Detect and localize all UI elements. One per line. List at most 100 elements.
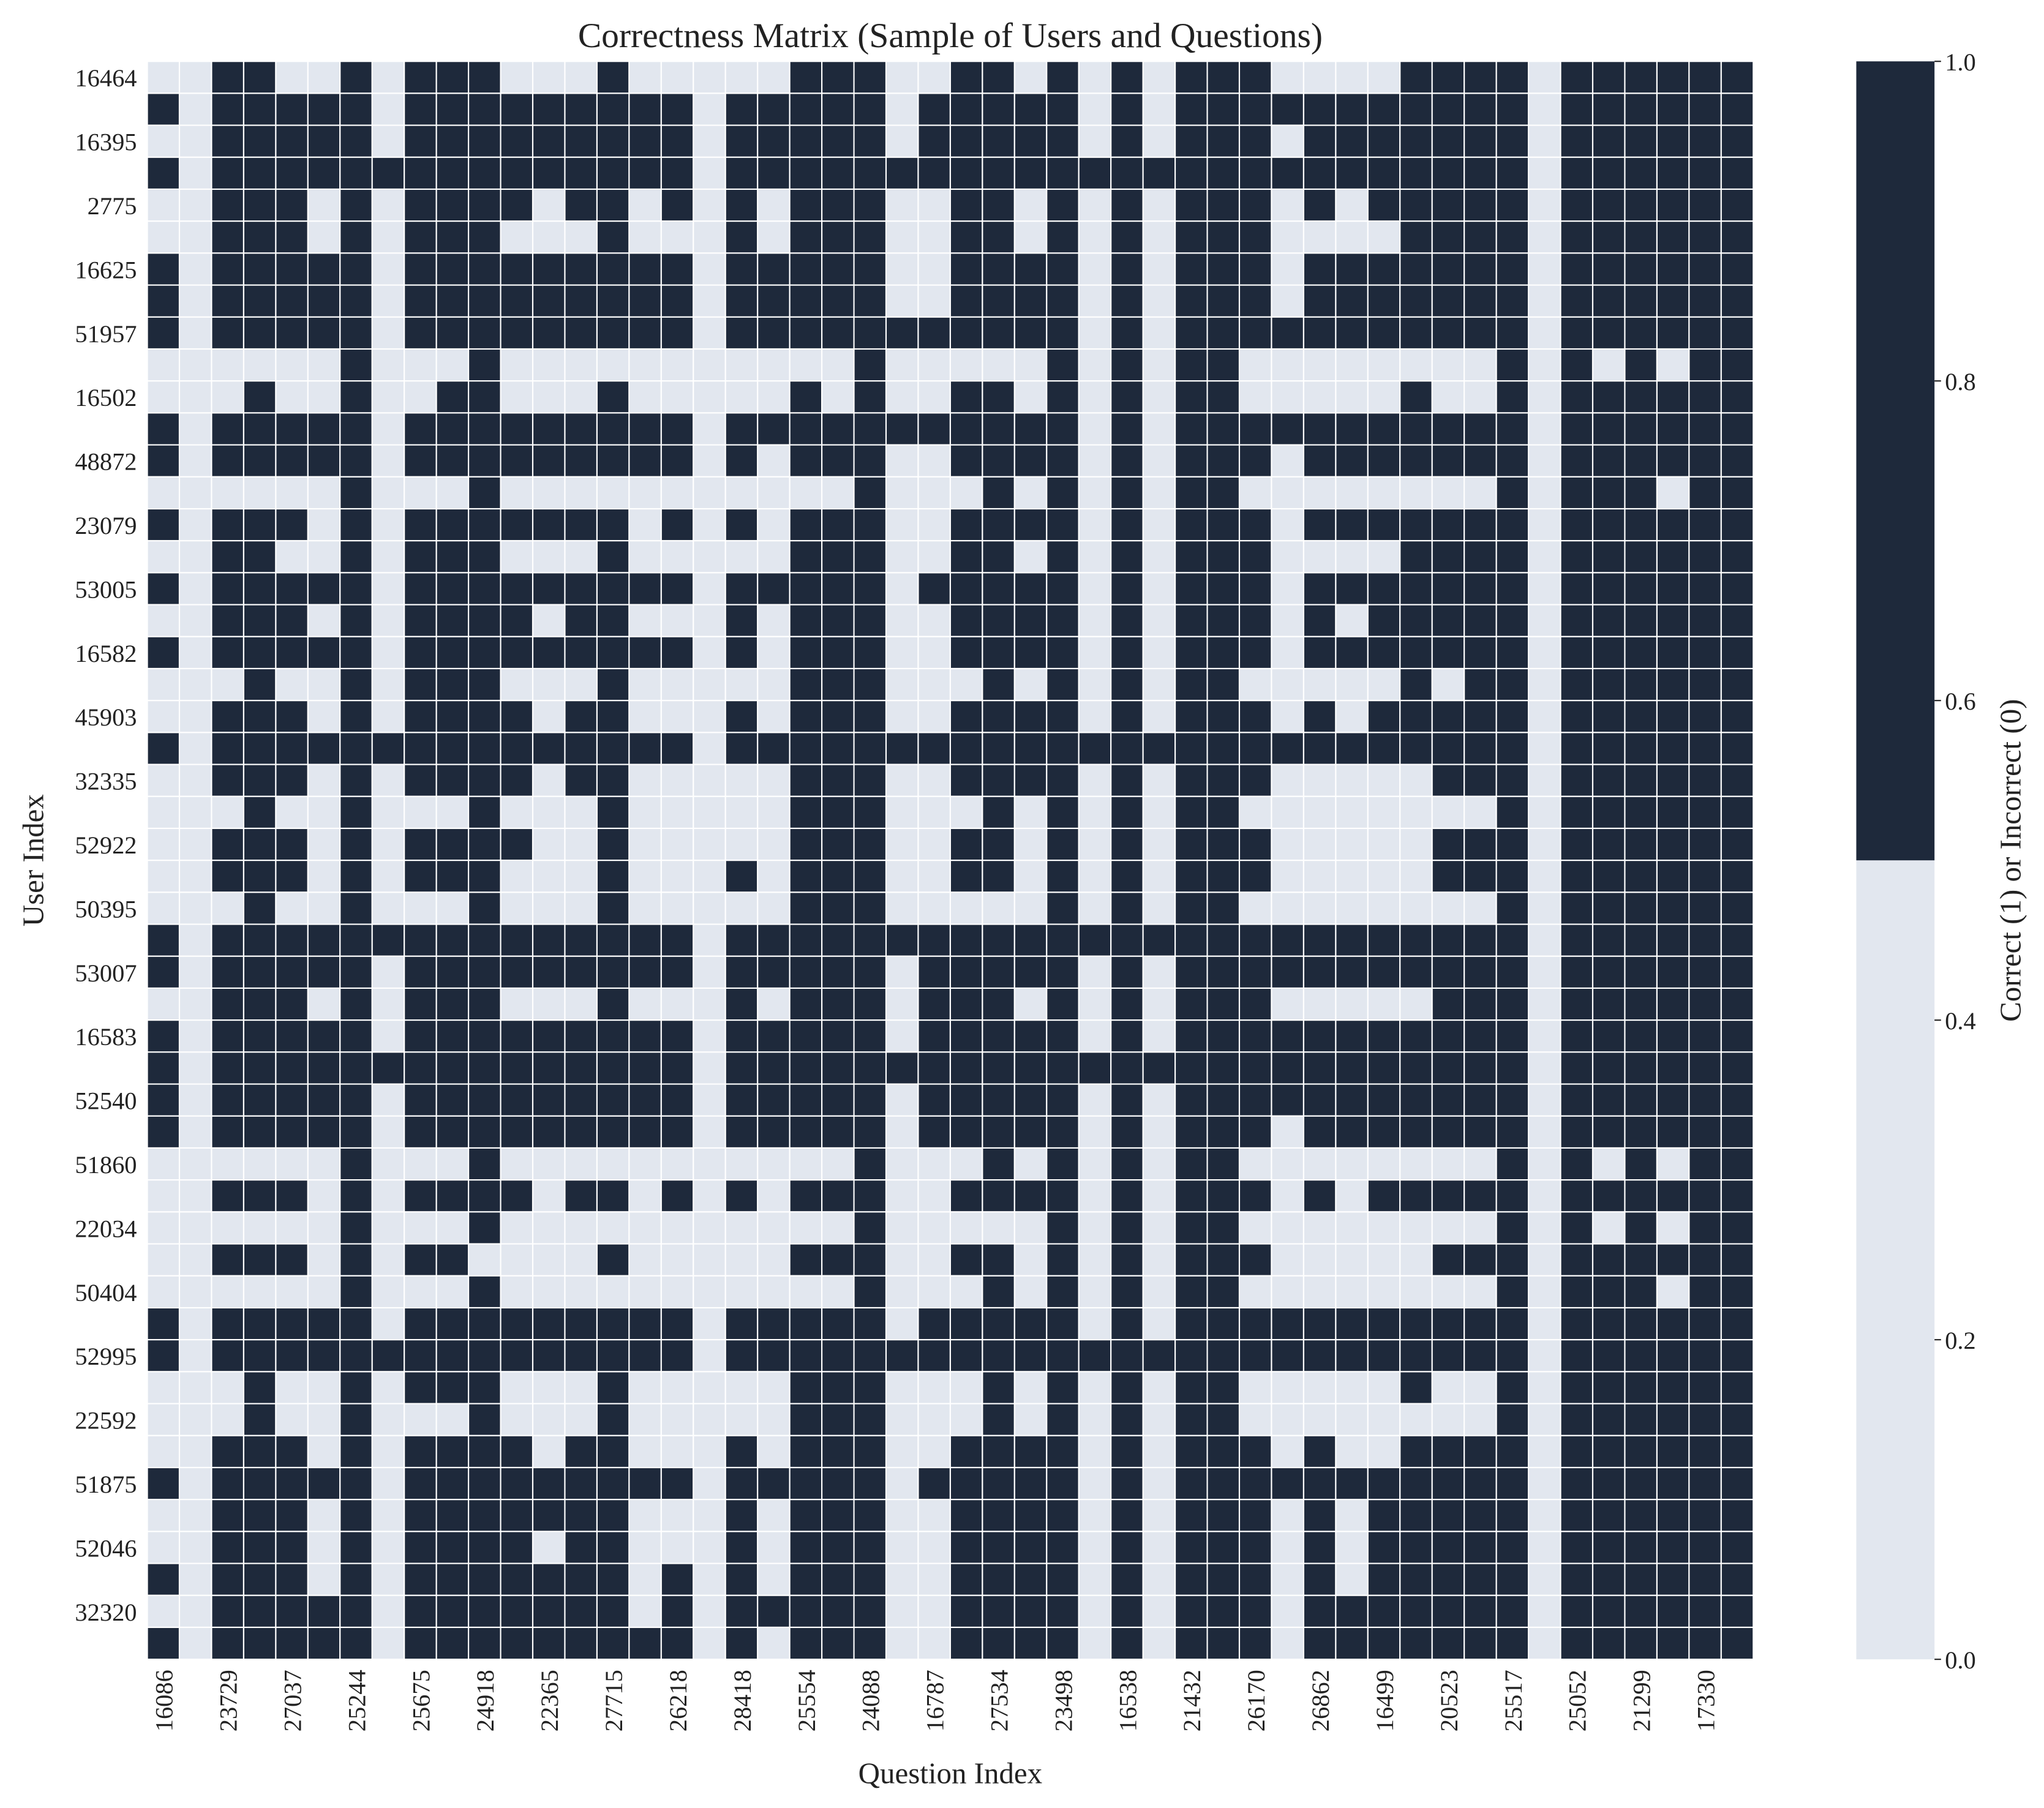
cell [468,636,502,670]
cell [532,412,566,446]
cell [211,1115,244,1149]
cell [468,156,502,190]
cell [757,412,791,446]
cell [339,891,373,925]
cell [1720,1594,1754,1629]
cell [1591,923,1626,957]
cell [1335,412,1369,446]
cell [1078,1147,1112,1181]
cell [500,1275,534,1309]
cell [917,316,951,350]
cell [1656,220,1690,254]
cell [532,1147,566,1181]
cell [1495,1019,1530,1053]
cell [242,1594,277,1629]
cell [339,348,373,382]
cell [242,604,277,637]
cell [982,1499,1015,1532]
cell [1206,1435,1241,1469]
cell [757,1115,791,1149]
cell [1720,1531,1754,1564]
cell [1367,891,1401,925]
cell [724,1531,759,1564]
cell [693,1499,726,1532]
cell [1656,1499,1690,1532]
cell [885,1466,919,1501]
cell [1688,860,1722,893]
cell [146,636,181,670]
cell [1399,700,1433,733]
cell [1335,667,1369,702]
cell [917,732,951,765]
cell [982,1466,1015,1501]
cell [339,955,373,989]
cell [1367,156,1401,190]
cell [1560,1499,1594,1532]
cell [853,923,887,957]
cell [917,412,951,446]
cell [1174,1339,1208,1373]
cell [1624,763,1658,797]
cell [1013,1243,1048,1277]
cell [1302,667,1337,702]
cell [1624,604,1658,637]
cell [1463,92,1497,126]
cell [435,1466,470,1501]
cell [724,92,759,126]
cell [1367,1435,1401,1469]
cell [1271,284,1304,318]
cell [1367,1371,1401,1405]
cell [757,667,791,702]
cell [1656,252,1690,286]
cell [1463,1594,1497,1629]
cell [821,732,855,765]
x-tick-label: 21432 [1178,1670,1206,1731]
cell [1495,572,1530,606]
cell [1367,1594,1401,1629]
cell [1463,444,1497,478]
cell [532,667,566,702]
cell [1399,92,1433,126]
cell [275,476,309,510]
cell [1078,1531,1112,1564]
cell [1431,1083,1465,1117]
cell [1110,700,1144,733]
cell [1591,1371,1626,1405]
cell [307,380,341,414]
cell [532,955,566,989]
cell [1399,1531,1433,1564]
cell [339,732,373,765]
cell [757,1339,791,1373]
cell [242,1147,277,1181]
cell [275,348,309,382]
cell [1174,444,1208,478]
cell [596,348,630,382]
cell [1238,508,1272,542]
y-tick-label: 52540 [75,1087,137,1115]
cell [1624,572,1658,606]
cell [1335,476,1369,510]
cell [564,1179,598,1213]
cell [1463,252,1497,286]
cell [146,700,181,733]
cell [1046,156,1080,190]
cell [1271,1243,1304,1277]
cell [1463,860,1497,893]
cell [339,860,373,893]
cell [1238,795,1272,830]
y-tick-label: 16395 [75,129,137,156]
cell [371,827,405,861]
cell [532,987,566,1021]
cell [853,412,887,446]
cell [1238,1339,1272,1373]
cell [628,1466,662,1501]
cell [1528,667,1561,702]
cell [1720,156,1754,190]
cell [1206,412,1241,446]
cell [1399,1499,1433,1532]
cell [1463,508,1497,542]
cell [468,1466,502,1501]
cell [1142,220,1176,254]
cell [275,732,309,765]
cell [564,604,598,637]
